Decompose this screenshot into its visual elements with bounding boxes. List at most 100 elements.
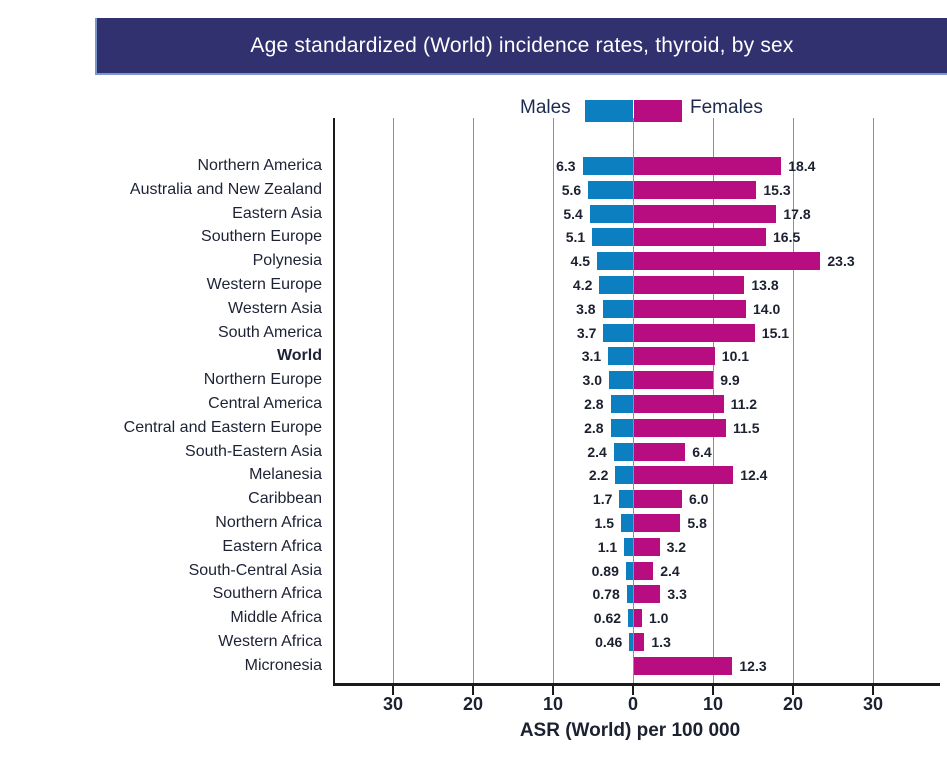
- category-label: Western Asia: [228, 299, 322, 317]
- category-label: Australia and New Zealand: [129, 180, 322, 198]
- female-bar: [634, 276, 745, 294]
- category-label: Western Africa: [218, 633, 322, 650]
- legend-males-swatch: [585, 100, 633, 122]
- male-bar: [597, 252, 633, 271]
- male-bar: [621, 514, 633, 532]
- female-value-label: 15.1: [761, 324, 790, 341]
- female-bar: [634, 395, 724, 413]
- male-value-label: 1.1: [597, 538, 618, 555]
- female-value-label: 17.8: [783, 205, 811, 222]
- male-value-label: 4.2: [572, 277, 593, 293]
- legend-females-swatch: [634, 100, 682, 122]
- male-bar: [592, 228, 633, 247]
- category-label: South-Central Asia: [188, 561, 322, 579]
- category-label: Middle Africa: [230, 609, 322, 627]
- male-bar: [582, 157, 633, 175]
- category-label: Caribbean: [248, 490, 322, 508]
- axis-tick: [712, 686, 714, 695]
- chart-title: Age standardized (World) incidence rates…: [250, 33, 794, 57]
- male-bar: [629, 633, 633, 651]
- category-label: Northern Europe: [203, 371, 322, 389]
- category-label: South America: [217, 323, 322, 341]
- female-bar: [634, 371, 714, 390]
- male-value-label: 5.1: [565, 229, 586, 246]
- gridline: [633, 118, 634, 683]
- male-bar: [615, 466, 633, 485]
- male-value-label: 6.3: [556, 158, 576, 174]
- female-bar: [634, 537, 660, 556]
- female-value-label: 18.4: [788, 158, 816, 174]
- y-axis-line: [333, 118, 335, 686]
- x-axis-line: [333, 683, 940, 686]
- male-bar: [626, 585, 633, 604]
- male-bar: [619, 490, 633, 509]
- female-bar: [634, 656, 733, 675]
- category-label: Western Europe: [206, 276, 322, 293]
- female-value-label: 2.4: [660, 562, 680, 579]
- female-value-label: 16.5: [773, 229, 801, 246]
- male-value-label: 0.62: [593, 610, 622, 627]
- male-value-label: 1.5: [594, 515, 614, 531]
- male-bar: [628, 609, 633, 628]
- female-value-label: 1.0: [649, 610, 669, 627]
- axis-tick-label: 20: [782, 694, 804, 714]
- female-value-label: 13.8: [751, 277, 779, 293]
- female-value-label: 12.3: [739, 657, 767, 674]
- female-bar: [634, 514, 681, 532]
- gridline: [793, 118, 794, 683]
- category-label: Central and Eastern Europe: [123, 418, 322, 436]
- female-bar: [634, 585, 661, 604]
- female-value-label: 11.5: [733, 419, 760, 436]
- male-bar: [603, 323, 633, 342]
- male-bar: [625, 561, 633, 580]
- male-value-label: 3.0: [582, 372, 602, 389]
- male-bar: [613, 442, 633, 461]
- female-bar: [634, 157, 782, 175]
- female-bar: [634, 204, 777, 223]
- female-bar: [634, 347, 715, 366]
- category-label: Micronesia: [244, 656, 322, 674]
- female-value-label: 3.2: [666, 538, 687, 555]
- category-label: Central America: [208, 395, 322, 412]
- male-value-label: 1.7: [592, 491, 613, 508]
- axis-tick: [552, 686, 554, 695]
- female-value-label: 10.1: [721, 348, 750, 365]
- male-bar: [608, 347, 633, 366]
- axis-tick: [792, 686, 794, 695]
- category-label: Polynesia: [252, 252, 322, 270]
- male-value-label: 3.1: [581, 348, 602, 365]
- male-value-label: 4.5: [570, 253, 590, 270]
- axis-tick-label: 0: [627, 694, 638, 714]
- female-value-label: 23.3: [827, 253, 855, 270]
- category-label: Eastern Asia: [232, 204, 322, 222]
- axis-tick-label: 20: [462, 694, 484, 714]
- axis-tick: [472, 686, 474, 695]
- chart-title-bar: Age standardized (World) incidence rates…: [95, 18, 947, 75]
- female-bar: [634, 180, 757, 199]
- gridline: [873, 118, 874, 683]
- male-bar: [610, 418, 633, 437]
- category-label: Northern America: [197, 157, 323, 174]
- female-value-label: 1.3: [651, 634, 671, 650]
- male-value-label: 3.7: [576, 324, 597, 341]
- female-value-label: 3.3: [667, 586, 687, 603]
- male-value-label: 2.2: [588, 467, 609, 484]
- gridline: [473, 118, 474, 683]
- male-value-label: 5.4: [563, 205, 583, 222]
- male-value-label: 2.8: [584, 419, 604, 436]
- female-value-label: 5.8: [687, 515, 707, 531]
- male-value-label: 0.46: [595, 634, 623, 650]
- axis-tick-label: 10: [702, 694, 724, 714]
- female-bar: [634, 252, 821, 271]
- category-label: World: [276, 347, 322, 365]
- male-bar: [610, 395, 633, 413]
- axis-tick: [632, 686, 634, 695]
- legend-males-label: Males: [520, 97, 571, 118]
- axis-tick: [392, 686, 394, 695]
- gridline: [553, 118, 554, 683]
- legend-females-label: Females: [690, 97, 763, 118]
- female-value-label: 9.9: [720, 372, 740, 389]
- male-value-label: 5.6: [561, 181, 582, 198]
- male-bar: [599, 276, 633, 294]
- gridline: [393, 118, 394, 683]
